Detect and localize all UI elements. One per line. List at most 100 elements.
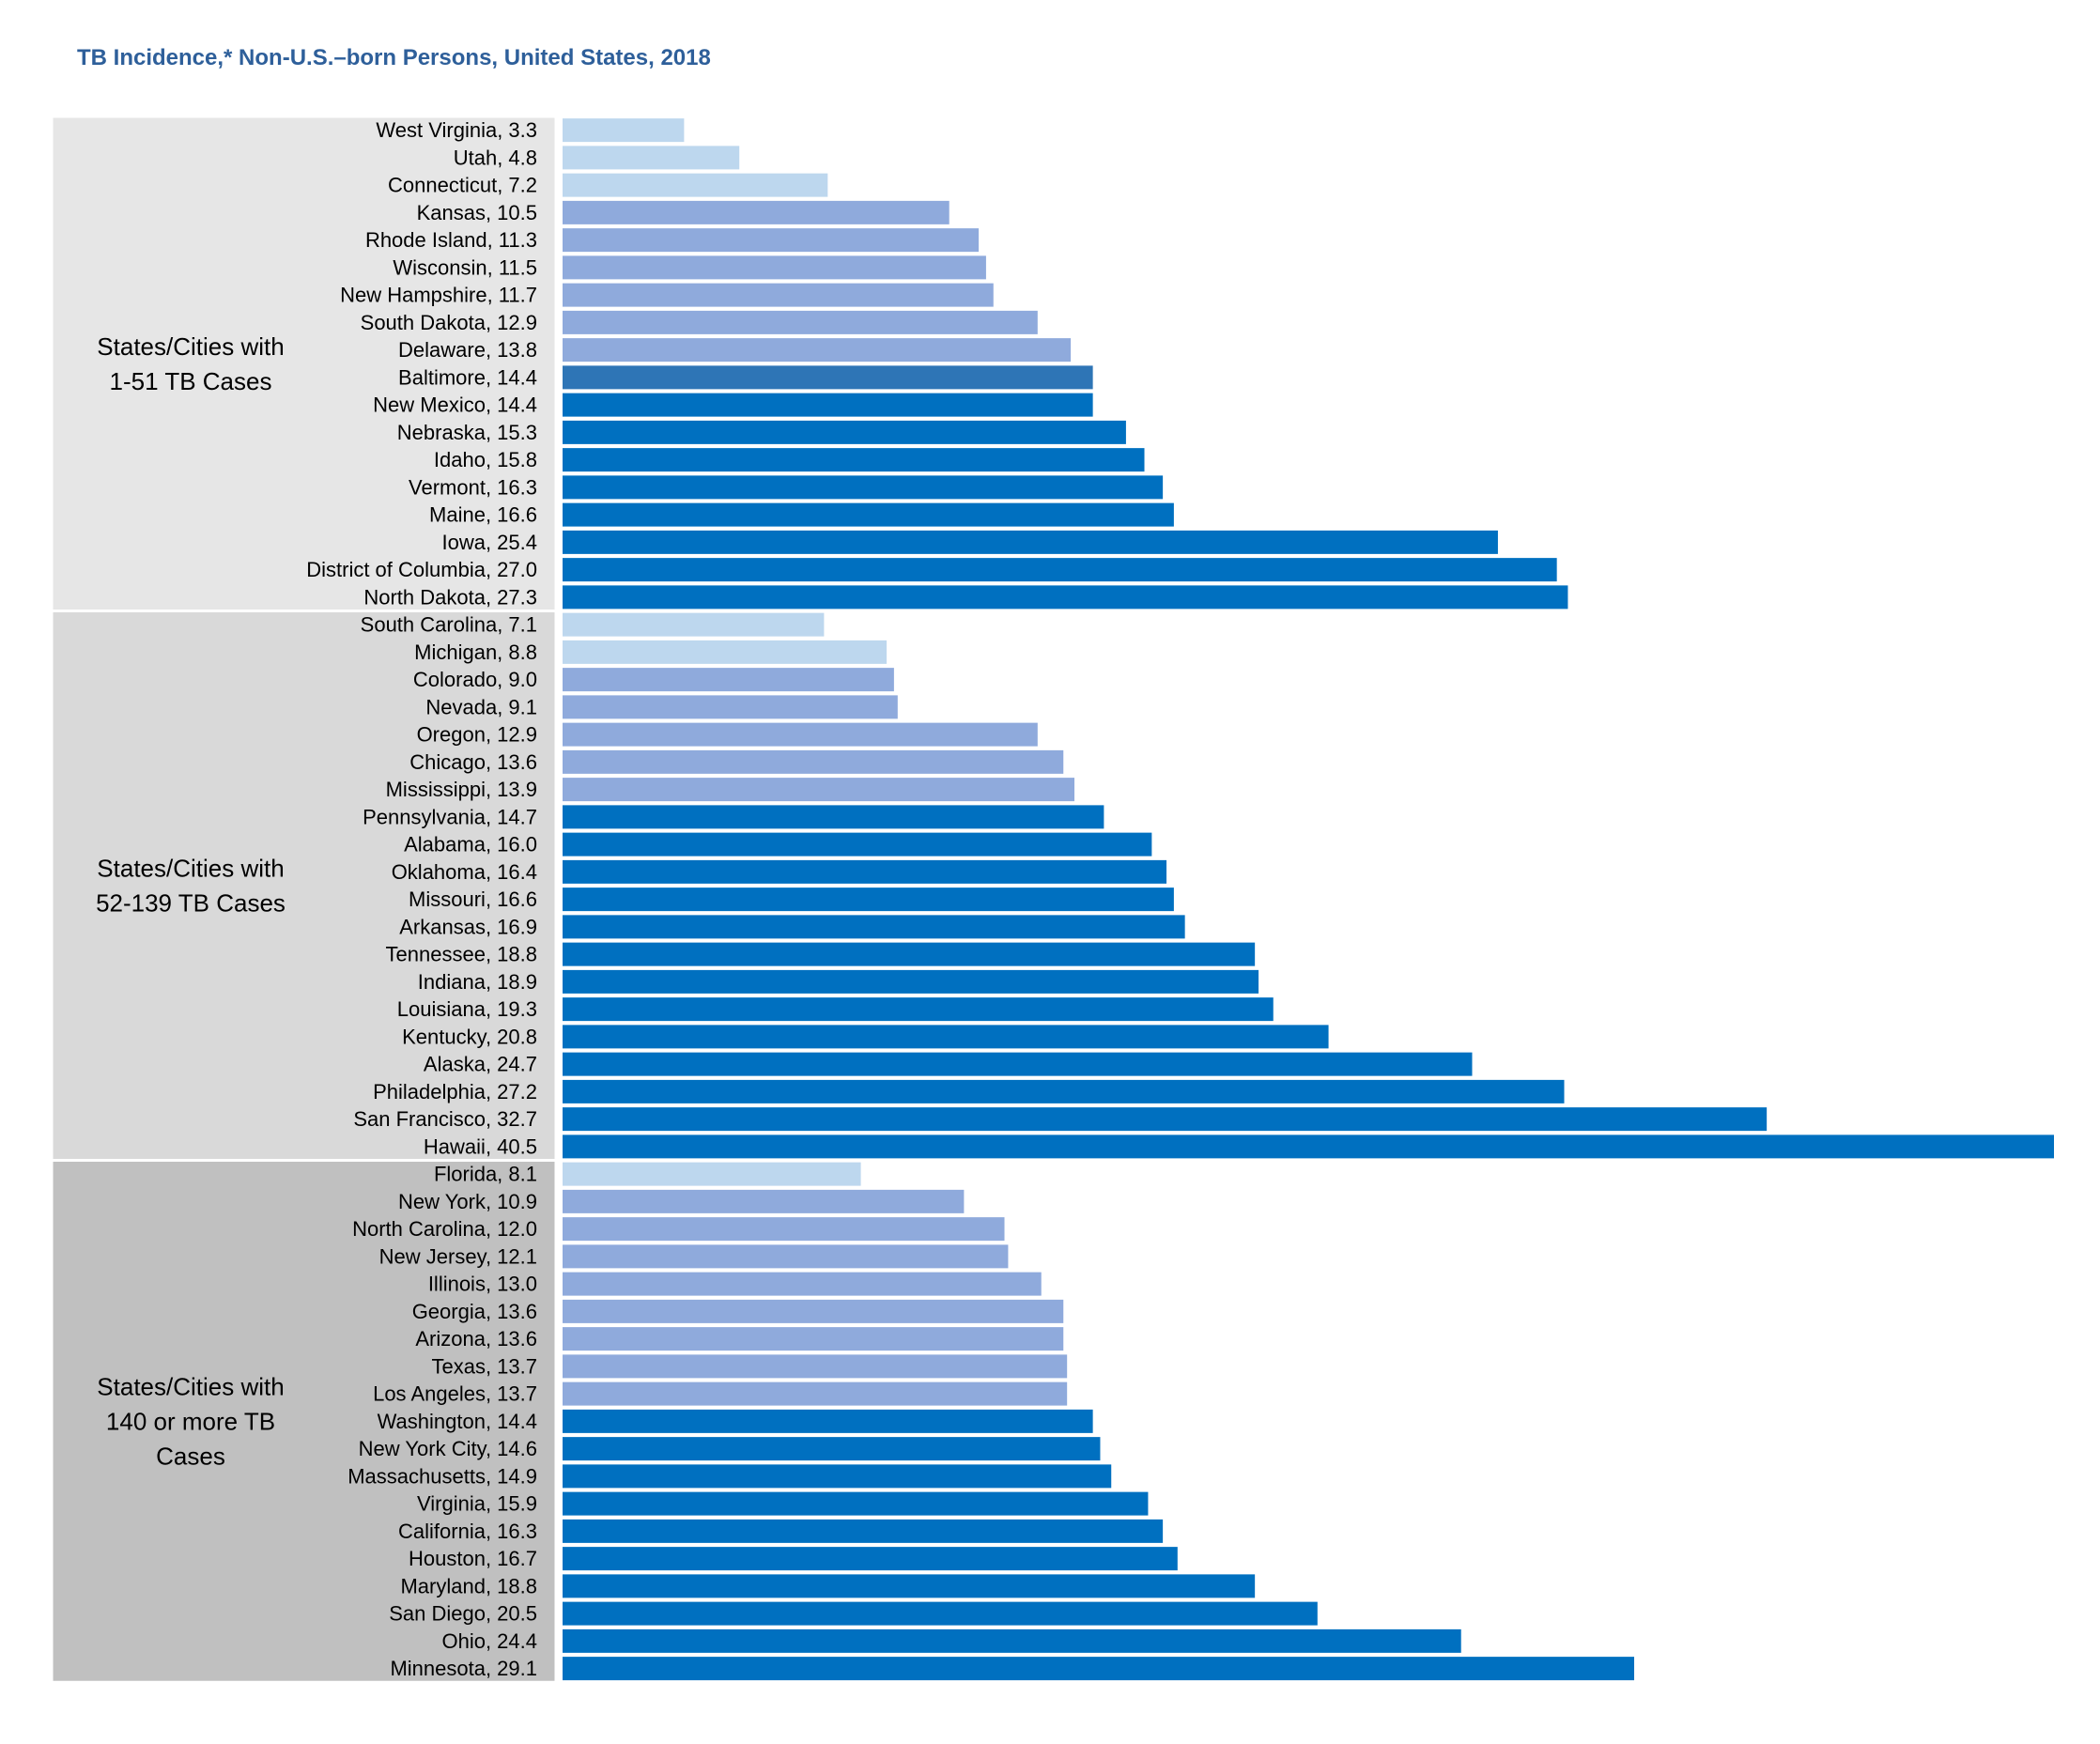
bar-label: New York City, 14.6 bbox=[359, 1437, 537, 1460]
bar-label: West Virginia, 3.3 bbox=[376, 118, 537, 142]
chart-title: TB Incidence,* Non-U.S.–born Persons, Un… bbox=[77, 45, 711, 70]
bar-label: Washington, 14.4 bbox=[378, 1410, 537, 1433]
bar-label: Delaware, 13.8 bbox=[398, 338, 537, 362]
bar-label: San Francisco, 32.7 bbox=[353, 1107, 537, 1131]
bar-label: Mississippi, 13.9 bbox=[386, 778, 537, 801]
bar bbox=[563, 1189, 965, 1213]
bar bbox=[563, 1299, 1064, 1323]
bar bbox=[563, 1381, 1068, 1406]
bar-label: Nebraska, 15.3 bbox=[397, 421, 537, 444]
bar bbox=[563, 778, 1075, 802]
bar bbox=[563, 1491, 1149, 1516]
bar bbox=[563, 255, 986, 280]
bar bbox=[563, 1272, 1042, 1296]
bar bbox=[563, 228, 980, 253]
bar-label: Philadelphia, 27.2 bbox=[373, 1080, 537, 1104]
bar-label: District of Columbia, 27.0 bbox=[306, 558, 537, 581]
group-label: 1-51 TB Cases bbox=[110, 367, 272, 395]
bar bbox=[563, 338, 1072, 363]
bar-label: New York, 10.9 bbox=[398, 1190, 537, 1213]
bar-label: San Diego, 20.5 bbox=[389, 1602, 537, 1626]
group-label: States/Cities with bbox=[97, 332, 284, 361]
bar-label: New Mexico, 14.4 bbox=[373, 394, 537, 417]
bar-label: Texas, 13.7 bbox=[431, 1354, 537, 1378]
bar bbox=[563, 1601, 1318, 1626]
bar-label: Kansas, 10.5 bbox=[417, 201, 537, 224]
bar-label: Iowa, 25.4 bbox=[441, 531, 537, 554]
bar bbox=[563, 1052, 1473, 1076]
bar bbox=[563, 475, 1164, 500]
bar bbox=[563, 1107, 1768, 1132]
bar bbox=[563, 420, 1126, 444]
bar-label: Nevada, 9.1 bbox=[425, 695, 537, 718]
bar bbox=[563, 585, 1568, 610]
bar bbox=[563, 887, 1174, 912]
bar bbox=[563, 558, 1557, 582]
bar-label: Georgia, 13.6 bbox=[412, 1300, 537, 1323]
bar-label: Utah, 4.8 bbox=[454, 146, 537, 169]
bar bbox=[563, 118, 685, 143]
bar-label: Wisconsin, 11.5 bbox=[393, 255, 537, 279]
group-label: States/Cities with bbox=[97, 1372, 284, 1400]
bar bbox=[563, 1134, 2054, 1159]
bar bbox=[563, 1574, 1256, 1598]
bar-label: Michigan, 8.8 bbox=[414, 640, 537, 664]
bar-label: Maine, 16.6 bbox=[429, 503, 537, 527]
bar-label: North Dakota, 27.3 bbox=[363, 585, 537, 609]
bar bbox=[563, 200, 950, 224]
bar bbox=[563, 393, 1093, 417]
group-label: States/Cities with bbox=[97, 855, 284, 883]
bar-label: Virginia, 15.9 bbox=[417, 1492, 537, 1516]
bar-label: Vermont, 16.3 bbox=[409, 475, 537, 499]
bar bbox=[563, 805, 1104, 829]
bar-label: Pennsylvania, 14.7 bbox=[363, 805, 537, 828]
bar bbox=[563, 695, 898, 719]
bar-label: Tennessee, 18.8 bbox=[386, 943, 537, 966]
bar-label: Arizona, 13.6 bbox=[415, 1327, 537, 1350]
bar bbox=[563, 1519, 1164, 1543]
bar-label: Kentucky, 20.8 bbox=[402, 1025, 537, 1048]
bar-label: Louisiana, 19.3 bbox=[397, 997, 537, 1021]
bar-label: Arkansas, 16.9 bbox=[399, 915, 537, 938]
bar-label: Florida, 8.1 bbox=[434, 1163, 537, 1186]
bar bbox=[563, 1354, 1068, 1379]
bar-label: Los Angeles, 13.7 bbox=[373, 1382, 537, 1406]
bar bbox=[563, 283, 994, 307]
bar bbox=[563, 1547, 1178, 1571]
bar-label: Massachusetts, 14.9 bbox=[347, 1464, 537, 1488]
bar bbox=[563, 1244, 1009, 1269]
bar-label: Chicago, 13.6 bbox=[409, 750, 537, 774]
bar bbox=[563, 722, 1038, 747]
bar-label: Hawaii, 40.5 bbox=[424, 1134, 537, 1158]
bar bbox=[563, 997, 1274, 1022]
bar-label: Illinois, 13.0 bbox=[428, 1273, 537, 1296]
bar-label: Missouri, 16.6 bbox=[409, 887, 537, 911]
group-panel bbox=[50, 610, 558, 1162]
bar-label: Indiana, 18.9 bbox=[418, 970, 537, 994]
bar bbox=[563, 1025, 1329, 1049]
bar-label: Houston, 16.7 bbox=[409, 1547, 537, 1570]
bar-label: South Carolina, 7.1 bbox=[361, 613, 537, 637]
bar-label: Maryland, 18.8 bbox=[400, 1574, 537, 1597]
bar bbox=[563, 1327, 1064, 1351]
bar bbox=[563, 640, 888, 664]
bar bbox=[563, 1217, 1005, 1242]
bar bbox=[563, 668, 894, 692]
bar bbox=[563, 1437, 1101, 1461]
group-label: 140 or more TB bbox=[106, 1407, 275, 1435]
bar-label: Minnesota, 29.1 bbox=[390, 1657, 537, 1680]
bar-label: Idaho, 15.8 bbox=[434, 448, 537, 471]
bar-label: Baltimore, 14.4 bbox=[398, 365, 537, 389]
bar bbox=[563, 749, 1064, 774]
bar-label: California, 16.3 bbox=[398, 1520, 537, 1543]
group-panel bbox=[50, 1159, 558, 1684]
bar bbox=[563, 915, 1185, 939]
bar bbox=[563, 146, 740, 170]
bar-label: Alaska, 24.7 bbox=[424, 1053, 537, 1076]
bar-label: North Carolina, 12.0 bbox=[352, 1217, 537, 1241]
bar-label: Oklahoma, 16.4 bbox=[392, 860, 537, 884]
bar bbox=[563, 942, 1256, 966]
group-label: Cases bbox=[156, 1442, 225, 1470]
bar bbox=[563, 859, 1167, 884]
